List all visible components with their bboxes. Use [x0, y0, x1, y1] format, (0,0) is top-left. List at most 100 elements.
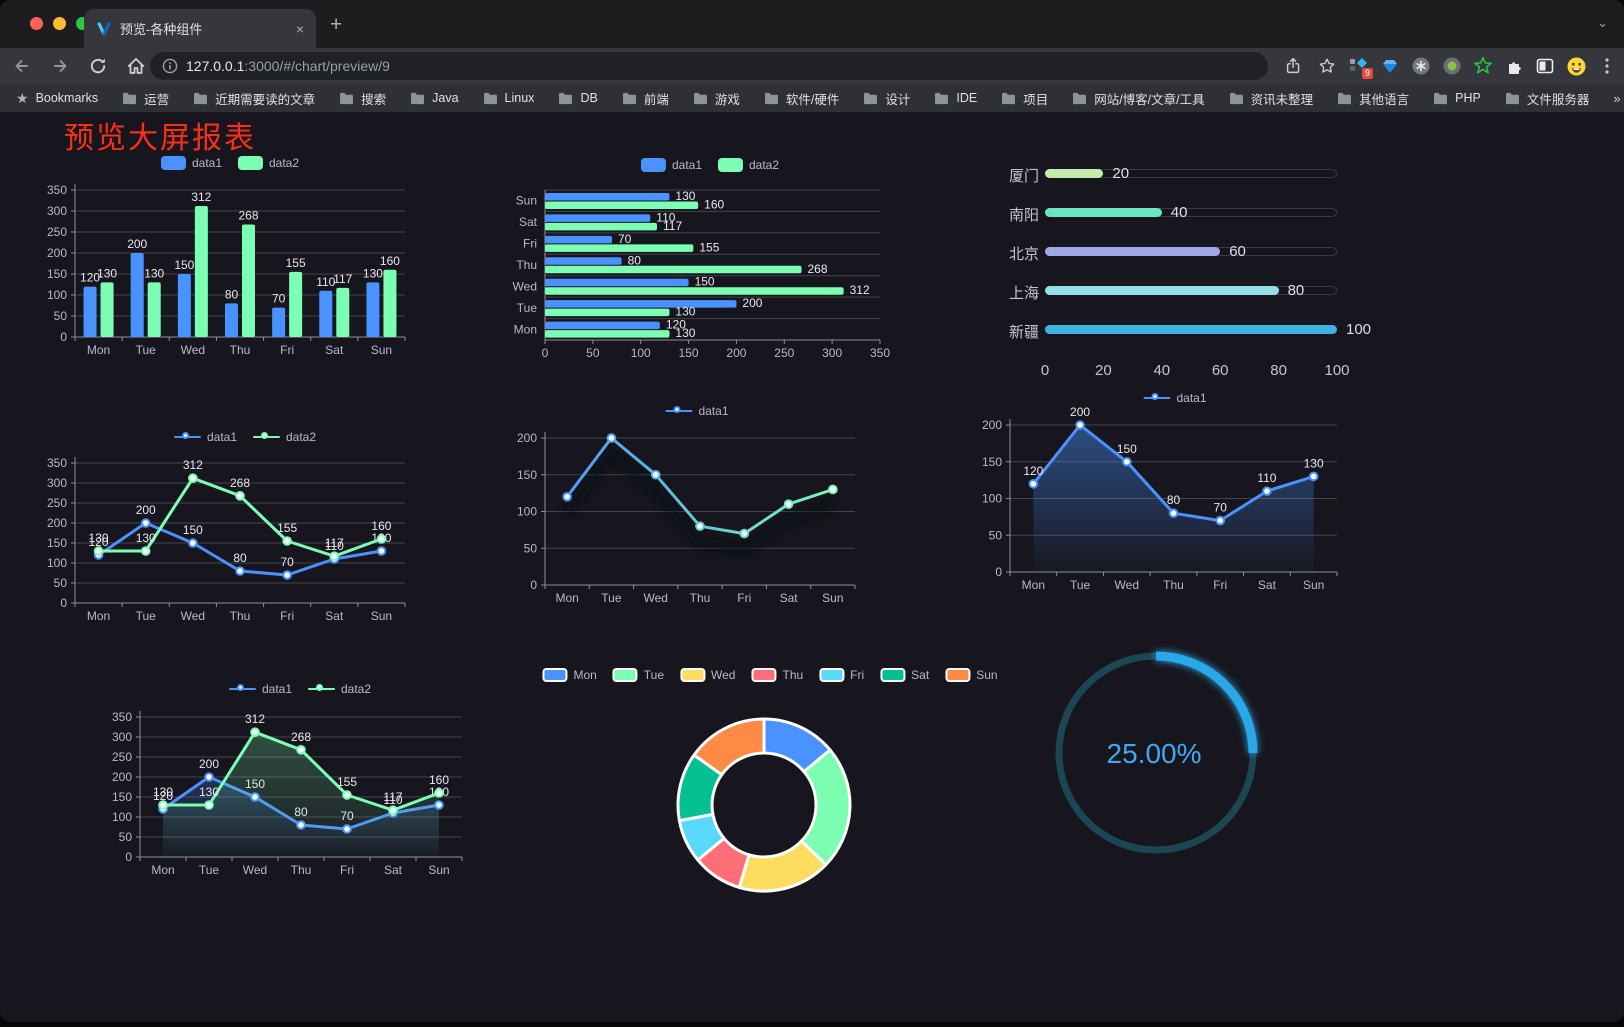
bookmark-folder-网站/博客/文章/工具[interactable]: 网站/博客/文章/工具	[1072, 89, 1205, 108]
browser-menu-kebab-icon[interactable]	[1598, 56, 1616, 76]
legend-item-Tue[interactable]: Tue	[612, 668, 664, 682]
tab-favicon	[96, 21, 112, 37]
svg-text:150: 150	[183, 523, 203, 537]
browser-tab[interactable]: 预览-各种组件 ×	[84, 9, 316, 48]
svg-text:300: 300	[112, 730, 132, 744]
bookmark-star-icon[interactable]	[1316, 55, 1338, 77]
legend-line-marker	[665, 405, 693, 418]
bookmark-folder-软件/硬件[interactable]: 软件/硬件	[764, 89, 839, 108]
legend-swatch	[160, 156, 186, 170]
legend-swatch	[612, 668, 638, 682]
bookmark-folder-设计[interactable]: 设计	[863, 89, 910, 108]
svg-text:200: 200	[742, 296, 762, 310]
legend-item-data1[interactable]: data1	[173, 430, 237, 444]
chart-area-two-series[interactable]: 0 50 100 150 200 250 300 350 Mon Tue Wed Thu Fri Sat S…	[105, 678, 470, 892]
svg-text:Sat: Sat	[325, 609, 344, 623]
back-button[interactable]	[10, 54, 34, 78]
tab-overflow-chevron-icon[interactable]: ⌄	[1597, 15, 1608, 30]
svg-text:350: 350	[112, 710, 132, 724]
bookmark-folder-前端[interactable]: 前端	[622, 89, 669, 108]
svg-text:200: 200	[982, 418, 1002, 432]
bookmark-folder-近期需要读的文章[interactable]: 近期需要读的文章	[193, 89, 315, 108]
svg-text:268: 268	[238, 208, 258, 222]
chart-line-two-series[interactable]: 0 50 100 150 200 250 300 350 Mon Tue Wed Thu Fri Sat S…	[40, 425, 415, 637]
bookmark-folder-PHP[interactable]: PHP	[1433, 91, 1481, 105]
legend-item-data1[interactable]: data1	[160, 156, 222, 170]
svg-text:Thu: Thu	[230, 343, 251, 357]
chart-bar-horizontal[interactable]: 0 50 100 150 200 250 300 350 Sun Sat Fri Thu Wed Tue M…	[505, 152, 890, 364]
legend-item-Sun[interactable]: Sun	[945, 668, 998, 682]
chart-gauge[interactable]: 25.00%	[1040, 640, 1280, 872]
site-info-icon[interactable]	[162, 58, 178, 74]
window-close-button[interactable]	[30, 17, 43, 30]
share-icon[interactable]	[1283, 55, 1305, 77]
legend-item-Fri[interactable]: Fri	[819, 668, 864, 682]
extension-sketch-icon[interactable]: 9	[1349, 56, 1373, 79]
forward-button[interactable]	[48, 54, 72, 78]
svg-text:200: 200	[127, 237, 147, 251]
extension-record-icon[interactable]	[1442, 56, 1462, 76]
extension-green-star-icon[interactable]	[1473, 56, 1493, 76]
home-button[interactable]	[124, 54, 148, 78]
chart-progress-bars[interactable]: 厦门 20 南阳 40 北京 60 上海 80 新疆 100 0 20 40 60 80 100	[995, 158, 1375, 384]
svg-text:Thu: Thu	[291, 863, 312, 877]
svg-text:110: 110	[1257, 471, 1276, 485]
bookmark-folder-Java[interactable]: Java	[410, 91, 459, 105]
bookmark-folder-其他语言[interactable]: 其他语言	[1337, 89, 1409, 108]
legend-item-data1[interactable]: data1	[640, 158, 702, 172]
legend-item-data2[interactable]: data2	[718, 158, 779, 172]
bookmark-folder-文件服务器[interactable]: 文件服务器	[1505, 89, 1589, 108]
legend-item-data1[interactable]: data1	[665, 404, 729, 418]
progress-axis-tick: 0	[1040, 362, 1050, 379]
new-tab-button[interactable]: +	[330, 13, 343, 36]
extension-gem-icon[interactable]	[1380, 56, 1400, 76]
bookmark-folder-项目[interactable]: 项目	[1001, 89, 1048, 108]
legend-item-Wed[interactable]: Wed	[680, 668, 735, 682]
tab-close-icon[interactable]: ×	[295, 20, 304, 37]
chart-donut-pie[interactable]: Mon Tue Wed Thu Fri Sat Sun	[542, 665, 998, 905]
legend-item-data2[interactable]: data2	[253, 430, 316, 444]
legend-swatch	[880, 668, 906, 682]
reload-button[interactable]	[86, 54, 110, 78]
legend-line-marker	[308, 683, 335, 696]
bookmarks-overflow-chevron[interactable]: »	[1613, 90, 1621, 106]
legend-item-data2[interactable]: data2	[308, 682, 371, 696]
legend-item-Mon[interactable]: Mon	[542, 668, 597, 682]
chart-legend: data1 data2	[173, 430, 316, 444]
side-panel-icon[interactable]	[1535, 56, 1555, 76]
bookmarks-manager[interactable]: ★ Bookmarks	[16, 89, 99, 106]
svg-text:100: 100	[47, 556, 67, 570]
bookmark-folder-运营[interactable]: 运营	[122, 89, 169, 108]
svg-text:Fri: Fri	[280, 609, 294, 623]
legend-item-data1[interactable]: data1	[228, 682, 292, 696]
legend-item-data1[interactable]: data1	[1143, 391, 1207, 405]
chart-legend: data1	[1143, 391, 1207, 405]
svg-text:Thu: Thu	[516, 258, 537, 272]
legend-line-marker	[228, 683, 256, 696]
bookmark-folder-IDE[interactable]: IDE	[934, 91, 977, 105]
chart-area-single[interactable]: 0 50 100 150 200 Mon Tue Wed Thu Fri Sat Sun 120 200 1…	[970, 388, 1345, 598]
legend-item-data2[interactable]: data2	[238, 156, 299, 170]
extensions-puzzle-icon[interactable]	[1504, 56, 1524, 76]
svg-text:Wed: Wed	[643, 591, 667, 605]
chart-line-gradient[interactable]: 0 50 100 150 200 Mon Tue Wed Thu Fri Sat Sun data1	[505, 400, 865, 612]
window-minimize-button[interactable]	[53, 17, 66, 30]
svg-text:Sat: Sat	[519, 215, 538, 229]
bookmark-folder-资讯未整理[interactable]: 资讯未整理	[1229, 89, 1313, 108]
legend-label: Mon	[573, 668, 597, 682]
legend-item-Thu[interactable]: Thu	[751, 668, 803, 682]
chart-bar-vertical[interactable]: 0 50 100 150 200 250 300 350 Mon Tue Wed Thu Fri Sat S…	[40, 150, 415, 362]
bookmark-folder-Linux[interactable]: Linux	[483, 91, 534, 105]
address-bar[interactable]: 127.0.0.1:3000/#/chart/preview/9	[150, 52, 1268, 80]
svg-text:160: 160	[371, 519, 391, 533]
bookmark-folder-搜索[interactable]: 搜索	[339, 89, 386, 108]
legend-item-Sat[interactable]: Sat	[880, 668, 929, 682]
extension-asterisk-icon[interactable]	[1411, 56, 1431, 76]
extension-emoji-icon[interactable]	[1566, 56, 1587, 77]
svg-text:130: 130	[153, 785, 173, 799]
pie-slice-Sun[interactable]	[692, 717, 766, 777]
bookmark-folder-游戏[interactable]: 游戏	[693, 89, 740, 108]
svg-text:312: 312	[245, 712, 265, 726]
bookmark-folder-DB[interactable]: DB	[558, 91, 598, 105]
svg-text:Sun: Sun	[371, 343, 392, 357]
